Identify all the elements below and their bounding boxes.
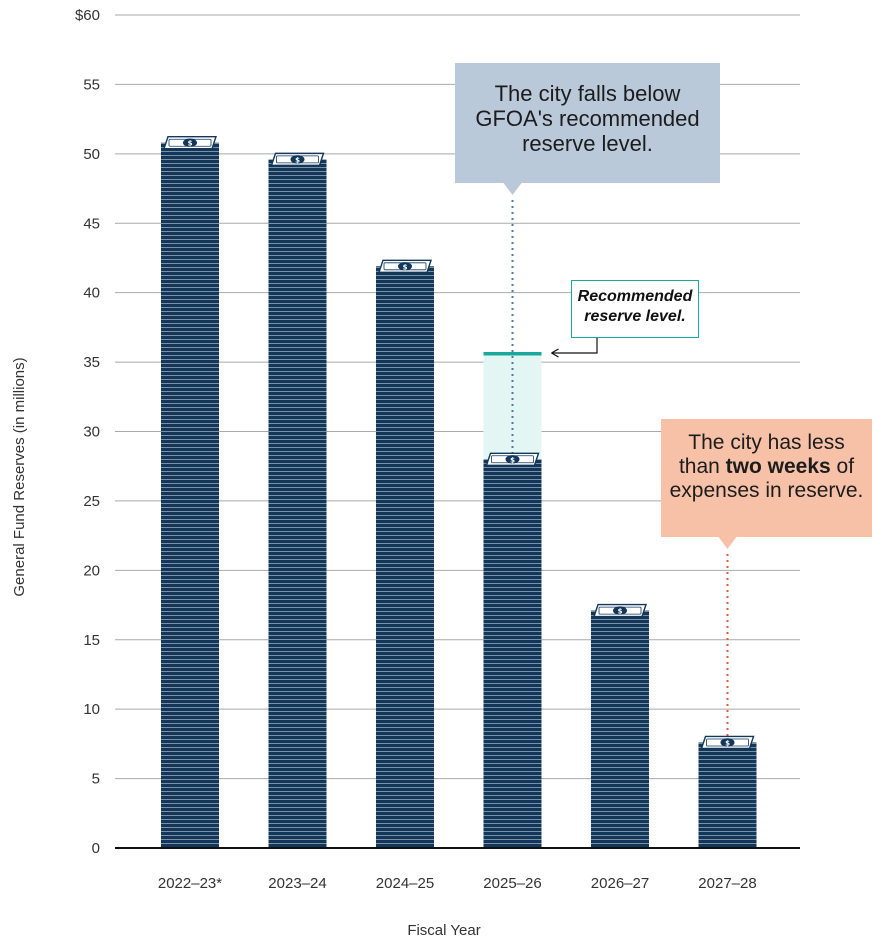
x-tick-label: 2027–28 — [698, 875, 756, 892]
y-tick-label: 0 — [92, 840, 100, 857]
y-tick-label: 25 — [83, 493, 100, 510]
y-tick-label: 30 — [83, 424, 100, 441]
bar — [483, 459, 542, 848]
y-tick-label: 20 — [83, 562, 100, 579]
bill-dollar-sign: $ — [403, 263, 408, 271]
x-tick-label: 2026–27 — [591, 875, 649, 892]
x-tick-label: 2022–23* — [158, 875, 222, 892]
y-tick-label: 15 — [83, 632, 100, 649]
y-axis-title: General Fund Reserves (in millions) — [11, 357, 28, 596]
two-weeks-line2-pre: than — [678, 455, 726, 478]
bill-coin — [398, 262, 412, 271]
bar — [698, 742, 757, 848]
x-tick-label: 2023–24 — [268, 875, 326, 892]
x-axis-title: Fiscal Year — [407, 922, 480, 939]
recommended-reserve-band — [483, 338, 598, 460]
bill-coin — [505, 455, 520, 464]
x-tick-label: 2025–26 — [483, 875, 541, 892]
two-weeks-line3: expenses in reserve. — [669, 479, 864, 502]
bill-coin — [290, 155, 305, 164]
bill-dollar-sign: $ — [618, 608, 623, 616]
recommended-arrow-head — [551, 348, 559, 358]
two-weeks-line2-post: of — [830, 455, 855, 478]
dollar-bill-icon: $ — [485, 452, 540, 466]
bill-coin — [720, 738, 735, 747]
bill-dollar-sign: $ — [725, 739, 730, 747]
y-tick-label: $60 — [75, 7, 100, 24]
dollar-bill-icon: $ — [378, 259, 432, 273]
dollar-bill-icon: $ — [700, 735, 755, 750]
callout-leaders — [503, 183, 737, 739]
y-tick-label: 5 — [92, 771, 100, 788]
recommended-label-line1: Recommended — [577, 288, 693, 305]
two-weeks-callout-pointer — [718, 537, 737, 549]
gfoa-callout-line3: reserve level. — [522, 131, 653, 156]
dollar-bill-icon: $ — [593, 603, 647, 618]
gfoa-callout-pointer — [503, 183, 522, 195]
two-weeks-line1: The city has less — [688, 431, 845, 454]
bill-dollar-sign: $ — [188, 140, 193, 148]
recommended-level-label: Recommended reserve level. — [571, 280, 699, 338]
gfoa-callout-line1: The city falls below — [494, 81, 681, 106]
bill-coin — [183, 138, 197, 147]
dollar-bill-icon: $ — [270, 152, 325, 167]
y-tick-label: 55 — [83, 76, 100, 93]
two-weeks-line2: than two weeks of — [661, 455, 872, 479]
bars: $ $ $ $ $ $ — [161, 136, 757, 849]
y-tick-label: 35 — [83, 354, 100, 371]
bill-coin — [613, 606, 627, 615]
dollar-bill-icon: $ — [163, 136, 217, 150]
recommended-arrow-line — [551, 338, 598, 354]
two-weeks-callout: The city has less than two weeks of expe… — [661, 419, 872, 537]
bill-dollar-sign: $ — [510, 456, 515, 464]
gfoa-callout-line2: GFOA's recommended — [475, 106, 700, 131]
bar — [376, 266, 434, 848]
y-tick-label: 40 — [83, 285, 100, 302]
bar — [268, 159, 327, 849]
y-tick-label: 50 — [83, 146, 100, 163]
y-tick-label: 45 — [83, 215, 100, 232]
x-tick-label: 2024–25 — [376, 875, 434, 892]
two-weeks-emphasis: two weeks — [725, 455, 831, 478]
bar — [161, 142, 219, 848]
y-tick-label: 10 — [83, 701, 100, 718]
bill-dollar-sign: $ — [295, 156, 300, 164]
gfoa-callout: The city falls below GFOA's recommended … — [455, 63, 720, 183]
recommended-label-line2: reserve level. — [584, 308, 686, 325]
bar — [591, 610, 649, 848]
axes: 0 5 10 15 20 25 30 35 40 45 50 55 $60 2022–23* 2023–24… — [75, 7, 800, 892]
